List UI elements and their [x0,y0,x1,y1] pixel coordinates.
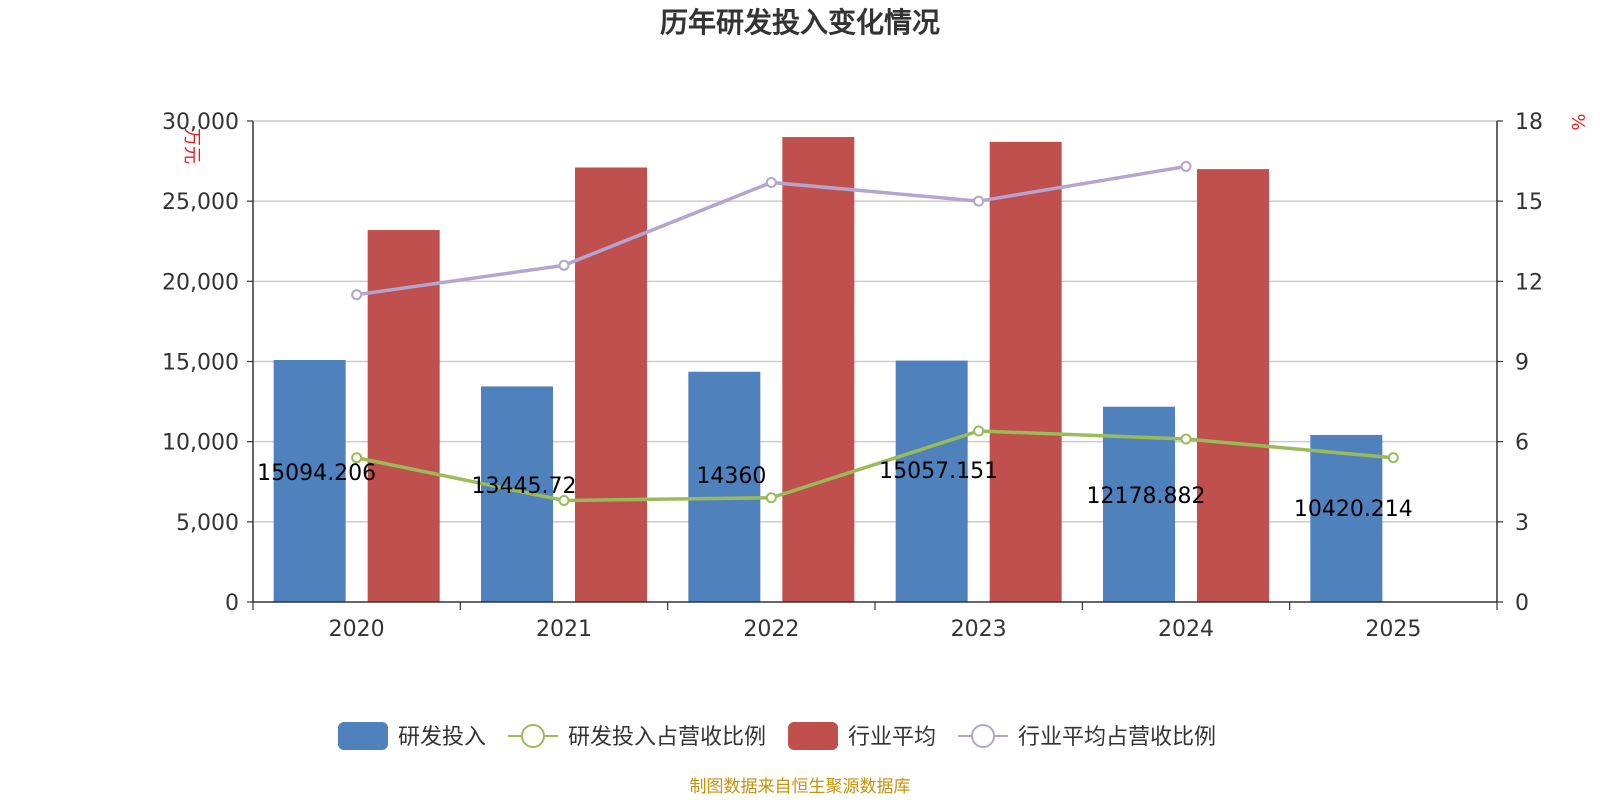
data-labels: 15094.206 13445.72 14360 15057.151 12178.882… [257,459,1413,522]
point-行业平均占营收比例 [765,176,777,188]
bar-行业平均 [989,141,1062,603]
y-right-tick-label: 6 [1515,431,1529,456]
point-研发投入占营收比例 [1180,433,1192,445]
legend-label-行业平均占营收比例: 行业平均占营收比例 [1018,725,1216,750]
axes: 0 0 5,000 3 10,000 6 15,000 9 20,000 12 25,000 15 30… [162,110,1588,642]
bar-研发投入 [688,371,761,602]
y-right-tick-label: 9 [1515,351,1529,376]
y-right-tick-label: 18 [1515,110,1543,135]
bar-研发投入 [1310,434,1383,602]
bar-data-label: 15057.151 [879,459,998,484]
point-行业平均占营收比例 [973,195,985,207]
y-left-tick-label: 10,000 [162,431,239,456]
chart-title: 历年研发投入变化情况 [660,6,940,39]
bar-行业平均 [575,167,647,602]
y-right-tick-label: 3 [1515,511,1529,536]
point-研发投入占营收比例 [765,492,777,504]
point-研发投入占营收比例 [351,452,363,464]
bar-研发投入 [895,360,968,602]
bar-研发投入 [273,359,346,602]
bar-data-label: 13445.72 [472,474,577,499]
y-left-tick-label: 5,000 [176,511,239,536]
bar-行业平均 [782,137,855,603]
bar-data-label: 12178.882 [1087,484,1206,509]
x-tick-label: 2020 [329,617,385,642]
point-行业平均占营收比例 [351,289,363,301]
y-right-tick-label: 12 [1515,270,1543,295]
y-right-tick-label: 15 [1515,190,1543,215]
legend-label-研发投入: 研发投入 [398,725,486,750]
y-left-tick-label: 0 [225,591,239,616]
y-right-tick-label: 0 [1515,591,1529,616]
point-研发投入占营收比例 [1387,452,1399,464]
x-tick-label: 2024 [1158,617,1214,642]
x-tick-label: 2023 [951,617,1007,642]
y-left-unit: 万元 [181,128,202,164]
lines [351,160,1399,506]
legend-marker-研发投入占营收比例 [521,724,546,748]
y-left-tick-label: 20,000 [162,270,239,295]
legend-swatch-研发投入 [338,722,388,750]
bar-行业平均 [1197,169,1269,602]
x-tick-label: 2021 [536,617,592,642]
point-行业平均占营收比例 [558,259,570,271]
line-研发投入占营收比例 [356,429,1394,503]
y-left-tick-label: 25,000 [162,190,239,215]
bars [273,137,1383,603]
y-right-unit: % [1567,113,1588,130]
legend-marker-行业平均占营收比例 [971,724,996,748]
bar-data-label: 15094.206 [257,461,376,486]
point-研发投入占营收比例 [973,425,985,437]
x-tick-label: 2022 [743,617,799,642]
point-行业平均占营收比例 [1180,160,1192,172]
bar-data-label: 14360 [696,464,766,489]
legend: 研发投入 研发投入占营收比例 行业平均 行业平均占营收比例 [338,722,1216,750]
bar-data-label: 10420.214 [1294,497,1413,522]
source-note: 制图数据来自恒生聚源数据库 [690,777,911,797]
point-研发投入占营收比例 [558,494,570,506]
legend-swatch-行业平均 [788,722,839,750]
legend-label-研发投入占营收比例: 研发投入占营收比例 [568,725,766,750]
x-tick-label: 2025 [1365,617,1421,642]
y-left-tick-label: 30,000 [162,110,239,135]
legend-label-行业平均: 行业平均 [848,725,936,750]
y-left-tick-label: 15,000 [162,351,239,376]
